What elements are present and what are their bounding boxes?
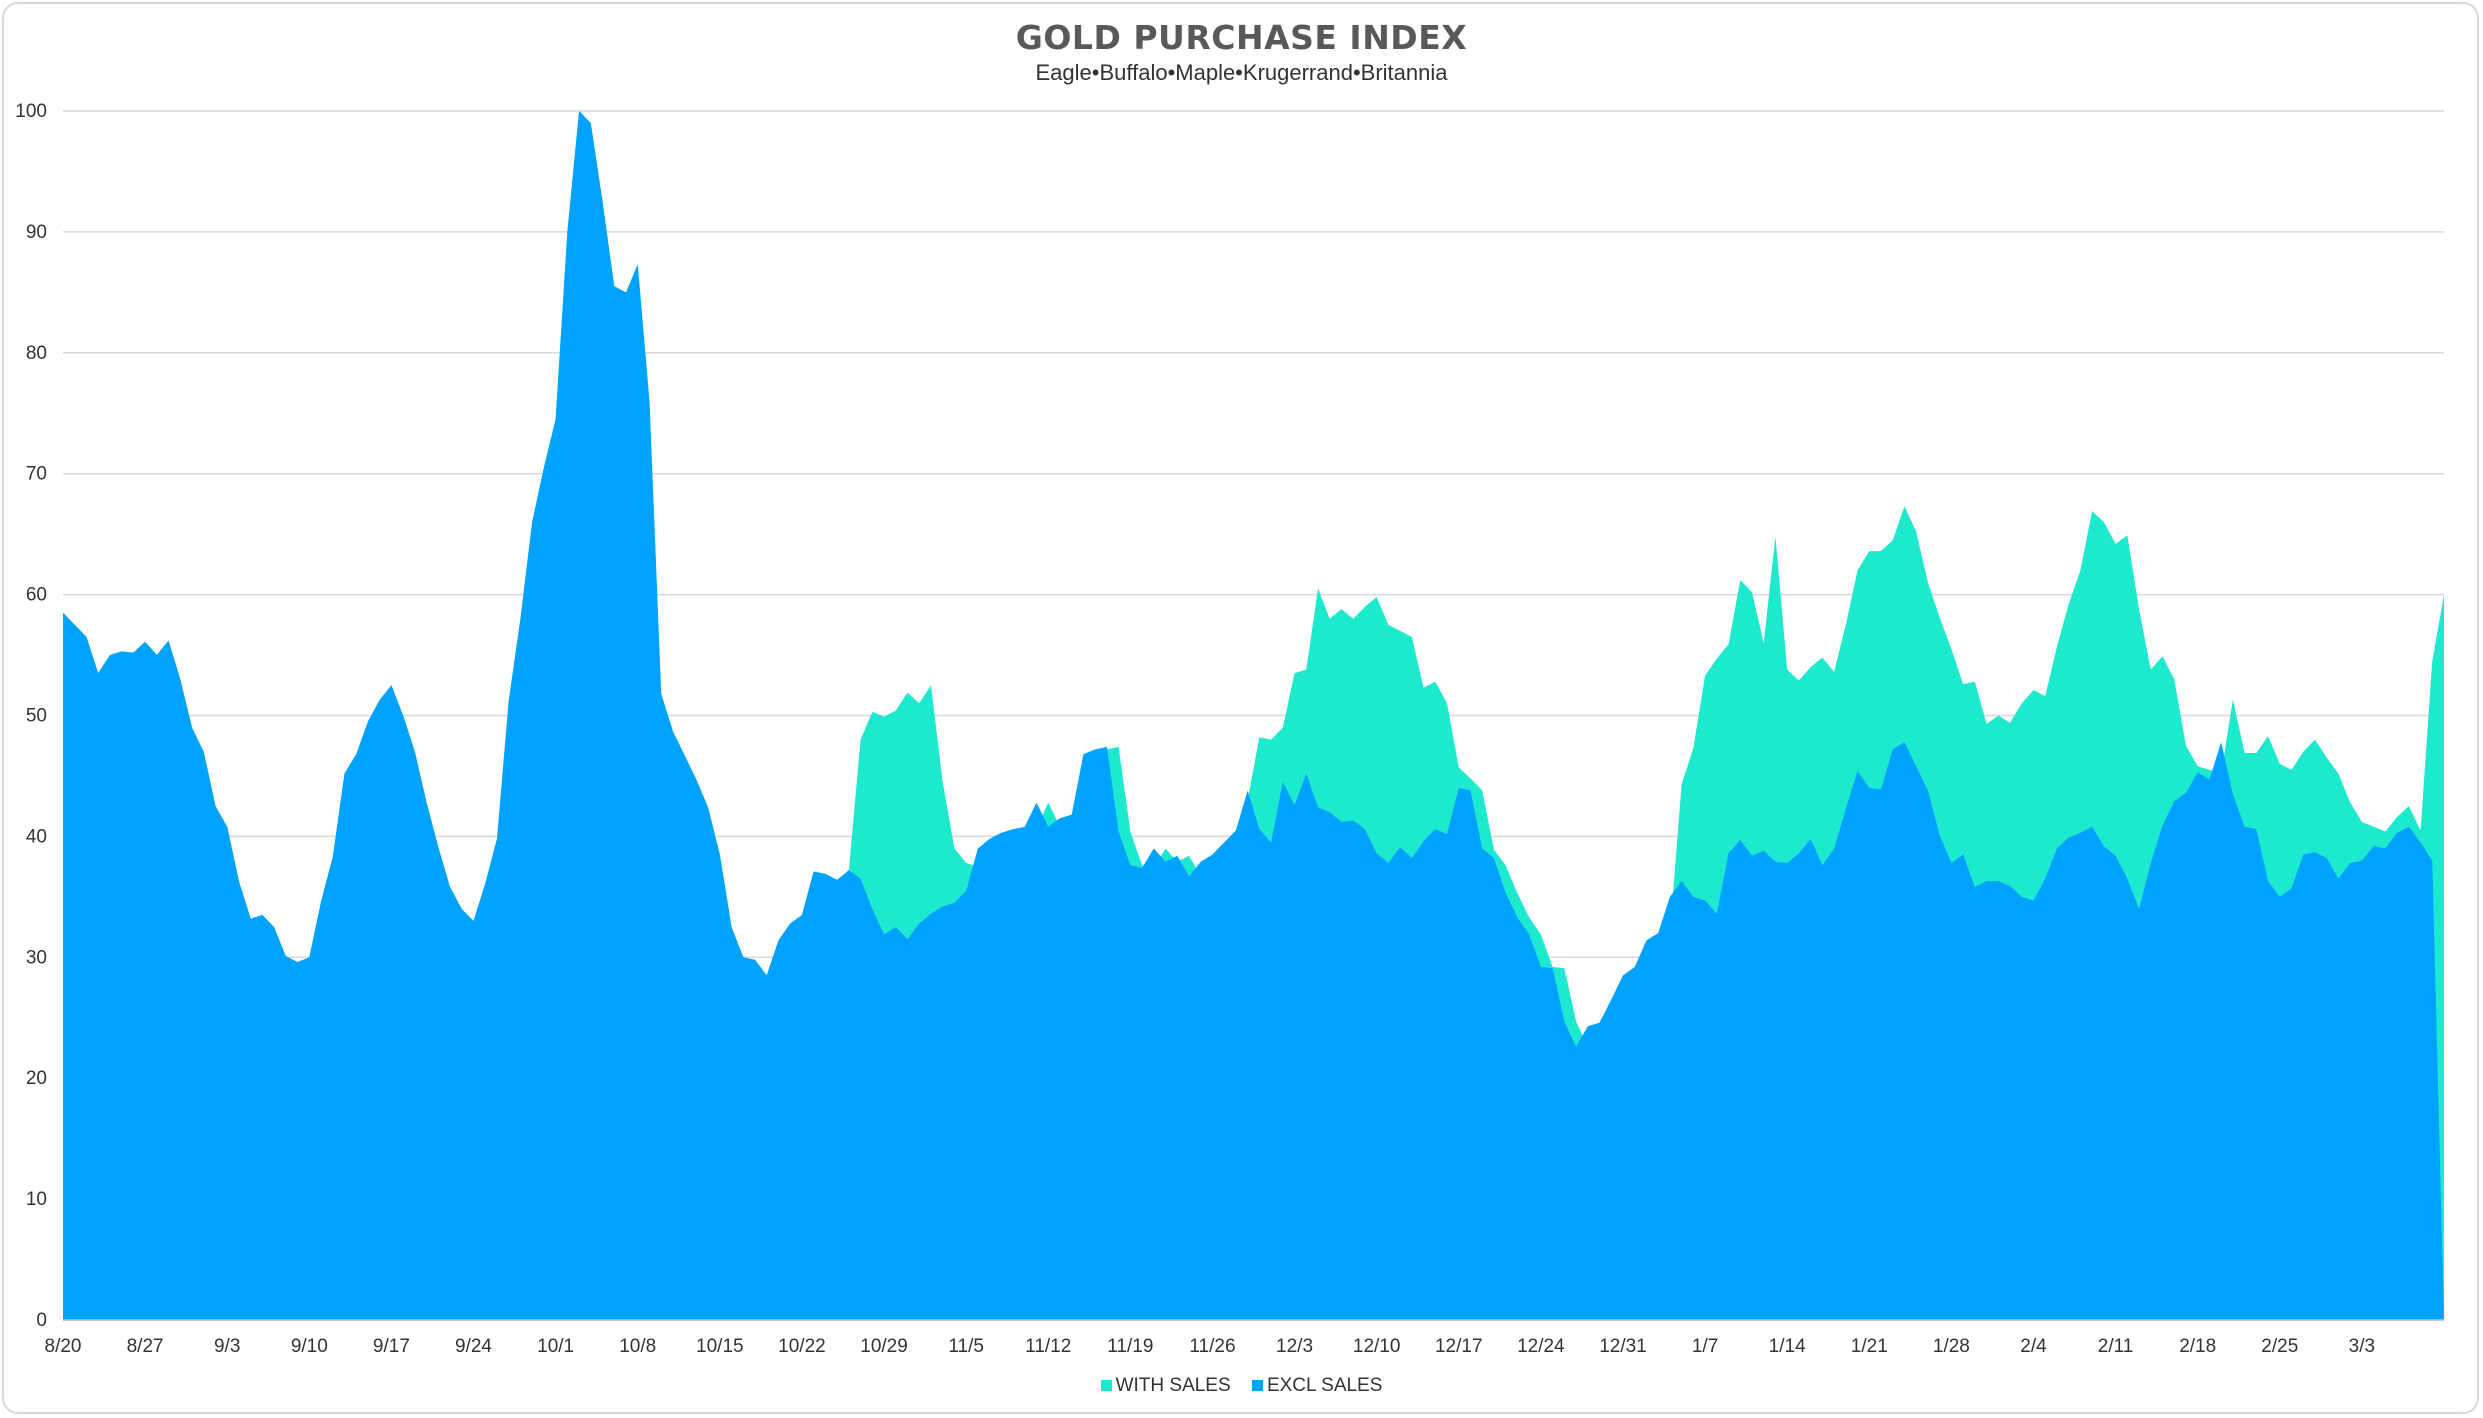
y-tick-label: 20 bbox=[26, 1068, 47, 1089]
area-series bbox=[63, 111, 2444, 1320]
y-tick-label: 100 bbox=[15, 101, 47, 122]
y-tick-label: 80 bbox=[26, 343, 47, 364]
legend-label-excl-sales: EXCL SALES bbox=[1266, 1375, 1383, 1396]
x-tick-label: 10/15 bbox=[696, 1336, 744, 1357]
x-tick-label: 9/17 bbox=[373, 1336, 410, 1357]
x-tick-label: 11/12 bbox=[1025, 1336, 1071, 1357]
area-excl-sales bbox=[63, 111, 2444, 1320]
x-tick-label: 11/19 bbox=[1107, 1336, 1153, 1357]
x-tick-label: 10/8 bbox=[619, 1336, 656, 1357]
x-tick-label: 3/3 bbox=[2349, 1336, 2375, 1357]
x-tick-label: 2/11 bbox=[2098, 1336, 2134, 1357]
legend: WITH SALES EXCL SALES bbox=[0, 1375, 2483, 1397]
x-tick-label: 12/24 bbox=[1517, 1336, 1565, 1357]
chart-title: GOLD PURCHASE INDEX bbox=[1015, 18, 1468, 57]
x-tick-label: 8/27 bbox=[127, 1336, 164, 1357]
x-tick-label: 12/10 bbox=[1353, 1336, 1401, 1357]
x-tick-label: 9/3 bbox=[214, 1336, 240, 1357]
y-axis: 0 10 20 30 40 50 60 70 80 90 100 bbox=[15, 101, 47, 1331]
x-tick-label: 2/18 bbox=[2179, 1336, 2216, 1357]
x-tick-label: 8/20 bbox=[45, 1336, 82, 1357]
x-tick-label: 12/17 bbox=[1435, 1336, 1483, 1357]
y-tick-label: 30 bbox=[26, 947, 47, 968]
y-tick-label: 70 bbox=[26, 464, 47, 485]
x-tick-label: 9/10 bbox=[291, 1336, 328, 1357]
y-tick-label: 10 bbox=[26, 1189, 47, 1210]
x-tick-label: 12/3 bbox=[1276, 1336, 1313, 1357]
x-tick-label: 10/22 bbox=[778, 1336, 826, 1357]
x-tick-label: 10/1 bbox=[537, 1336, 574, 1357]
y-tick-label: 0 bbox=[36, 1310, 47, 1331]
legend-item-excl-sales: EXCL SALES bbox=[1251, 1375, 1383, 1397]
x-tick-label: 11/5 bbox=[948, 1336, 984, 1357]
y-tick-label: 60 bbox=[26, 585, 47, 606]
x-tick-label: 9/24 bbox=[455, 1336, 492, 1357]
x-tick-label: 1/28 bbox=[1933, 1336, 1970, 1357]
x-tick-label: 12/31 bbox=[1599, 1336, 1647, 1357]
y-tick-label: 50 bbox=[26, 706, 47, 727]
x-axis: 8/20 8/27 9/3 9/10 9/17 9/24 10/1 10/8 10/15 10/2… bbox=[45, 1319, 2444, 1357]
x-tick-label: 10/29 bbox=[860, 1336, 908, 1357]
x-tick-label: 11/26 bbox=[1189, 1336, 1235, 1357]
x-tick-label: 2/4 bbox=[2020, 1336, 2047, 1357]
legend-label-with-sales: WITH SALES bbox=[1115, 1375, 1231, 1396]
legend-swatch-excl-sales bbox=[1251, 1380, 1263, 1391]
x-tick-label: 1/21 bbox=[1851, 1336, 1888, 1357]
x-tick-label: 1/14 bbox=[1769, 1336, 1806, 1357]
y-tick-label: 90 bbox=[26, 222, 47, 243]
x-tick-label: 2/25 bbox=[2261, 1336, 2298, 1357]
y-tick-label: 40 bbox=[26, 826, 47, 847]
x-tick-label: 1/7 bbox=[1692, 1336, 1718, 1357]
legend-item-with-sales: WITH SALES bbox=[1100, 1375, 1231, 1397]
chart-subtitle: Eagle•Buffalo•Maple•Krugerrand•Britannia bbox=[1035, 60, 1448, 85]
legend-swatch-with-sales bbox=[1100, 1380, 1112, 1391]
